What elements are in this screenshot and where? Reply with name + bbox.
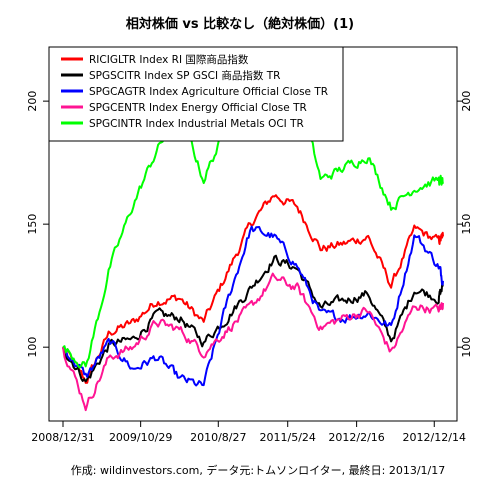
series-layer — [62, 54, 444, 412]
y-tick-label-left: 150 — [26, 214, 39, 235]
legend-entry: SPGCAGTR Index Agriculture Official Clos… — [89, 86, 328, 98]
y-tick-label-right: 150 — [460, 214, 473, 235]
y-tick-label-right: 200 — [460, 91, 473, 112]
chart-caption: 作成: wildinvestors.com, データ元:トムソンロイター, 最終… — [71, 463, 445, 477]
series-line-3 — [62, 225, 444, 387]
series-line-2 — [62, 254, 444, 383]
x-tick-label: 2009/10/29 — [109, 431, 172, 444]
y-tick-label-left: 200 — [26, 91, 39, 112]
y-tick-label-right: 100 — [460, 337, 473, 358]
x-tick-label: 2012/2/16 — [328, 431, 384, 444]
x-tick-label: 2012/12/14 — [403, 431, 466, 444]
legend: RICIGLTR Index RI 国際商品指数 SPGSCITR Index S… — [48, 46, 344, 142]
legend-box — [48, 46, 344, 142]
legend-entry: SPGCENTR Index Energy Official Close TR — [89, 102, 307, 114]
y-tick-label-left: 100 — [26, 337, 39, 358]
series-line-4 — [62, 272, 444, 412]
x-tick-label: 2008/12/31 — [31, 431, 94, 444]
x-tick-label: 2011/5/24 — [260, 431, 316, 444]
legend-entry: SPGCINTR Index Industrial Metals OCI TR — [89, 118, 304, 130]
series-line-1 — [62, 194, 444, 384]
legend-entry: RICIGLTR Index RI 国際商品指数 — [89, 53, 249, 66]
chart-title: 相対株価 vs 比較なし（絶対株価）(1) — [126, 16, 354, 32]
axis-layer: 2008/12/31 2009/10/29 2010/8/27 2011/5/24 20… — [26, 91, 473, 444]
x-tick-label: 2010/8/27 — [190, 431, 246, 444]
legend-entry: SPGSCITR Index SP GSCI 商品指数 TR — [89, 69, 280, 82]
